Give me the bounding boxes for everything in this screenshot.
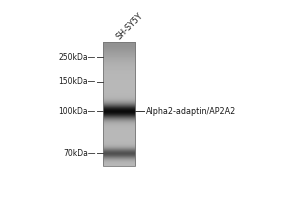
Text: Alpha2-adaptin/AP2A2: Alpha2-adaptin/AP2A2 xyxy=(146,107,236,116)
Text: 150kDa—: 150kDa— xyxy=(58,77,96,86)
Text: 250kDa—: 250kDa— xyxy=(58,53,96,62)
Text: SH-SY5Y: SH-SY5Y xyxy=(115,11,145,41)
Text: 100kDa—: 100kDa— xyxy=(58,107,96,116)
Text: 70kDa—: 70kDa— xyxy=(63,149,96,158)
Bar xyxy=(103,42,135,166)
